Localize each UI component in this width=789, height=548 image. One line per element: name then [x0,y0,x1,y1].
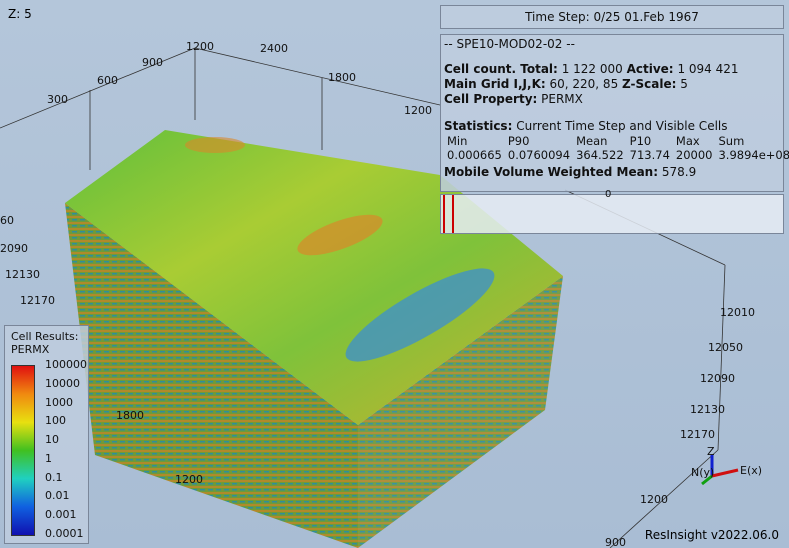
value: Current Time Step and Visible Cells [516,119,728,133]
value: 1 094 421 [677,62,739,76]
label: Z-Scale: [622,77,677,91]
stats-value: 364.522 [576,148,624,162]
value: 5 [680,77,688,91]
axis-triad: Z N(y) E(x) [691,445,762,486]
triad-x: E(x) [740,464,762,477]
axis-label: 12130 [690,403,725,416]
value: 578.9 [661,165,697,179]
low-perm-zone [345,268,495,362]
axis-label: 12170 [20,294,55,307]
stats-header: Min [447,134,468,148]
legend: Cell Results: PERMX 100000 10000 1000 100 10… [4,325,89,544]
stats-header: Mean [576,134,608,148]
axis-label: 1200 [175,473,203,486]
legend-label: 0.001 [45,508,77,522]
stats-table: Min P90 Mean P10 Max Sum 0.000665 0.0760094 364.… [444,134,789,162]
axis-label: 1800 [328,71,356,84]
axis-label: 900 [605,536,626,548]
legend-label: 0.1 [45,470,63,484]
stats-header: Max [675,134,700,148]
time-step: Time Step: 0/25 01.Feb 1967 [440,5,784,29]
label: Cell Property: [444,92,538,106]
triad-y: N(y) [691,466,714,479]
axis-label: 60 [0,214,14,227]
axis-label: 1200 [640,493,668,506]
stats-value: 713.74 [629,148,670,162]
case-name: -- SPE10-MOD02-02 -- [444,37,575,51]
stats-header: P10 [629,134,652,148]
axis-label: 12050 [708,341,743,354]
axis-label: 300 [47,93,68,106]
axis-label: 12130 [5,268,40,281]
stats-value: 0.000665 [447,148,502,162]
axis-label: 12170 [680,428,715,441]
label: Mobile Volume Weighted Mean: [444,165,659,179]
value: PERMX [541,92,583,106]
axis-label: 2090 [0,242,28,255]
axis-label: 1800 [116,409,144,422]
label: Active: [626,62,674,76]
axis-label: 1200 [186,40,214,53]
axis-label: 1200 [404,104,432,117]
color-bar [11,365,35,536]
stats-value: 20000 [675,148,713,162]
legend-label: 0.0001 [45,527,84,540]
triad-z: Z [707,445,715,458]
stats-value: 3.9894e+08 [718,148,789,162]
stats-value: 0.0760094 [507,148,571,162]
box-side-face [358,276,563,548]
axis-label: 12010 [720,306,755,319]
legend-label: 1000 [45,395,73,409]
histogram: 0 [440,189,784,234]
legend-label: 100 [45,414,66,428]
histogram-label: 0 [605,189,612,200]
label: Statistics: [444,119,513,133]
label: Cell count. Total: [444,62,558,76]
value: 60, 220, 85 [549,77,619,91]
high-perm-zone [185,137,245,153]
box-top-face [65,130,563,425]
legend-property: PERMX [11,343,50,356]
stats-header: Sum [718,134,745,148]
legend-label: 0.01 [45,489,70,503]
info-panel: -- SPE10-MOD02-02 -- Cell count. Total: … [440,34,789,192]
legend-label: 1 [45,451,52,465]
axis-label: 12090 [700,372,735,385]
axis-label: 600 [97,74,118,87]
label: Main Grid I,J,K: [444,77,546,91]
axis-label: 2400 [260,42,288,55]
axis-label: 900 [142,56,163,69]
legend-label: 100000 [45,358,87,371]
version: ResInsight v2022.06.0 [644,528,779,542]
value: 1 122 000 [561,62,623,76]
z-scale-label: Z: 5 [8,7,32,21]
high-perm-zone [297,214,383,256]
legend-label: 10 [45,433,59,447]
legend-label: 10000 [45,376,80,390]
box-front-face [65,203,358,548]
legend-title: Cell Results: [11,330,79,343]
stats-header: P90 [507,134,530,148]
